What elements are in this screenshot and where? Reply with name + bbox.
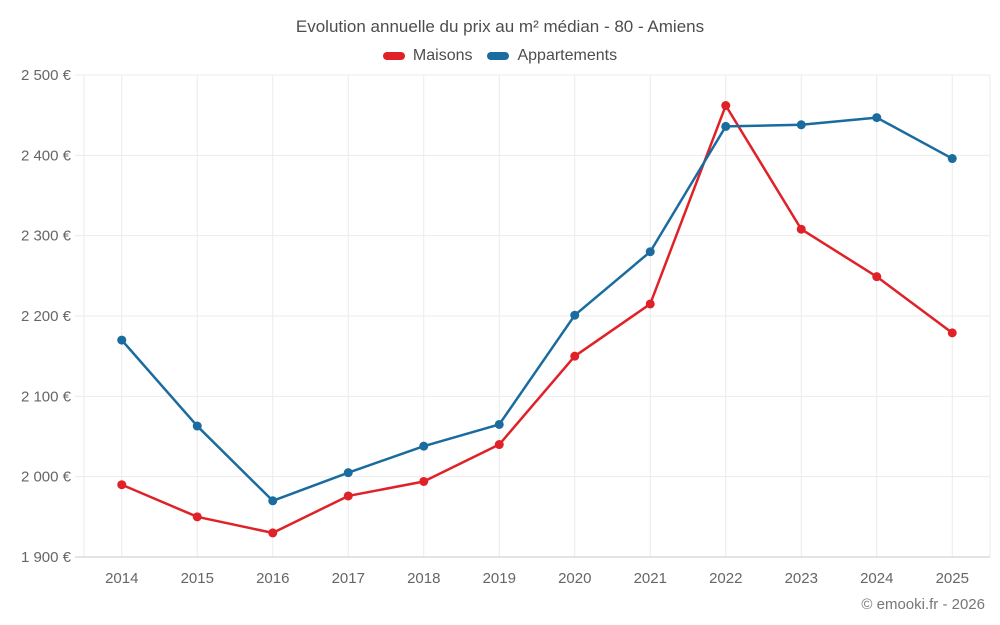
svg-text:2020: 2020 bbox=[558, 570, 591, 587]
legend-item-maisons[interactable]: Maisons bbox=[382, 47, 473, 65]
point-appartements-2025[interactable] bbox=[947, 154, 957, 164]
gridlines bbox=[75, 74, 991, 558]
point-maisons-2022[interactable] bbox=[721, 101, 731, 111]
legend-marker-appartements-icon bbox=[487, 52, 510, 60]
point-appartements-2022[interactable] bbox=[721, 121, 731, 131]
point-maisons-2018[interactable] bbox=[419, 476, 429, 486]
svg-text:2 500 €: 2 500 € bbox=[21, 67, 72, 84]
legend-item-appartements[interactable]: Appartements bbox=[487, 47, 617, 65]
point-appartements-2024[interactable] bbox=[872, 113, 882, 123]
point-maisons-2014[interactable] bbox=[117, 480, 127, 490]
svg-text:2024: 2024 bbox=[860, 570, 893, 587]
svg-text:2025: 2025 bbox=[936, 570, 969, 587]
point-maisons-2023[interactable] bbox=[796, 224, 806, 234]
x-axis-labels: 2014 2015 2016 2017 2018 2019 2020 2021 2022 2023… bbox=[105, 570, 969, 587]
svg-text:2016: 2016 bbox=[256, 570, 289, 587]
point-maisons-2021[interactable] bbox=[645, 299, 655, 309]
svg-text:2 100 €: 2 100 € bbox=[21, 388, 72, 405]
svg-text:2018: 2018 bbox=[407, 570, 440, 587]
svg-text:2 300 €: 2 300 € bbox=[21, 228, 72, 245]
point-appartements-2018[interactable] bbox=[419, 441, 429, 451]
svg-text:2 000 €: 2 000 € bbox=[21, 469, 72, 486]
point-appartements-2021[interactable] bbox=[645, 247, 655, 257]
point-maisons-2024[interactable] bbox=[872, 272, 882, 282]
legend-label-appartements: Appartements bbox=[517, 47, 618, 64]
point-maisons-2025[interactable] bbox=[947, 328, 957, 338]
copyright: © emooki.fr - 2026 bbox=[861, 596, 985, 613]
svg-text:2014: 2014 bbox=[105, 570, 138, 587]
svg-text:2015: 2015 bbox=[181, 570, 214, 587]
point-maisons-2019[interactable] bbox=[494, 440, 504, 450]
point-maisons-2015[interactable] bbox=[192, 512, 202, 522]
point-appartements-2015[interactable] bbox=[192, 421, 202, 431]
chart-title: Evolution annuelle du prix au m² médian … bbox=[295, 17, 705, 36]
point-maisons-2016[interactable] bbox=[268, 528, 278, 538]
legend-marker-maisons-icon bbox=[382, 52, 405, 60]
y-axis-labels: 1 900 € 2 000 € 2 100 € 2 200 € 2 300 € 2 400… bbox=[21, 67, 72, 566]
legend: Maisons Appartements bbox=[0, 47, 1000, 65]
svg-text:2 400 €: 2 400 € bbox=[21, 147, 72, 164]
point-maisons-2017[interactable] bbox=[343, 491, 353, 501]
svg-text:2 200 €: 2 200 € bbox=[21, 308, 72, 325]
point-appartements-2023[interactable] bbox=[796, 120, 806, 130]
point-appartements-2017[interactable] bbox=[343, 468, 353, 478]
svg-text:2022: 2022 bbox=[709, 570, 742, 587]
point-appartements-2020[interactable] bbox=[570, 310, 580, 320]
svg-text:2021: 2021 bbox=[634, 570, 667, 587]
point-maisons-2020[interactable] bbox=[570, 351, 580, 361]
svg-text:2017: 2017 bbox=[332, 570, 365, 587]
svg-text:2019: 2019 bbox=[483, 570, 516, 587]
svg-text:1 900 €: 1 900 € bbox=[21, 549, 72, 566]
legend-label-maisons: Maisons bbox=[412, 47, 473, 64]
point-appartements-2016[interactable] bbox=[268, 496, 278, 506]
series-maisons-line bbox=[120, 104, 954, 535]
point-appartements-2014[interactable] bbox=[117, 335, 127, 345]
svg-text:2023: 2023 bbox=[785, 570, 818, 587]
series-appartements-line bbox=[120, 116, 954, 503]
point-appartements-2019[interactable] bbox=[494, 419, 504, 429]
